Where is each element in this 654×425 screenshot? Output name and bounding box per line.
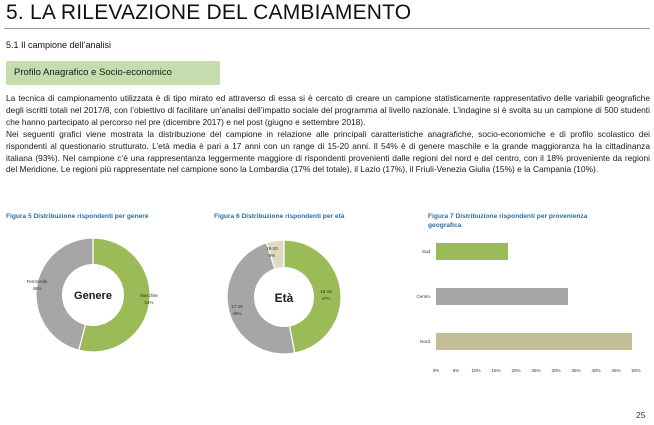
x-tick-label: 45% [611,368,620,373]
x-tick-label: 15% [491,368,500,373]
slice-value-17-18: 48% [232,311,241,316]
x-tick-label: 35% [571,368,580,373]
bar-category-label: Nord [420,339,430,344]
age-donut-chart: Età 19-20 5% 15-16 47% 17-18 48% [226,239,342,355]
bar-category-label: Centro [416,294,430,299]
bar-centro [436,288,568,305]
x-tick-label: 5% [453,368,460,373]
slice-value-femminile: 46% [32,286,41,291]
x-tick-label: 30% [551,368,560,373]
slice-value-maschile: 54% [144,300,153,305]
page-number: 25 [636,410,646,420]
figure-6-caption: Figura 6 Distribuzione rispondenti per e… [214,213,345,220]
section-banner-label: Profilo Anagrafico e Socio-economico [14,67,172,78]
gender-donut-chart: Genere Femminile 46% Maschile 54% [27,237,158,353]
page-title: 5. LA RILEVAZIONE DEL CAMBIAMENTO [6,1,412,24]
slice-value-19-20: 5% [269,253,276,258]
x-tick-label: 20% [511,368,520,373]
bar-category-label: Sud [422,249,431,254]
bar-nord [436,333,632,350]
region-bar-chart: Sud Centro Nord 0% 5% 10% 15% 20% 25% 30% 35% 40% 4… [416,243,641,373]
figure-7-caption: Figura 7 Distribuzione rispondenti per p… [428,212,587,230]
x-tick-label: 10% [471,368,480,373]
donut-center-label: Genere [74,290,112,302]
donut-center-label: Età [275,291,294,305]
x-tick-label: 50% [631,368,640,373]
body-text: La tecnica di campionamento utilizzata è… [6,93,650,176]
slice-label-maschile: Maschile [140,293,158,298]
slice-label-19-20: 19-20 [266,246,278,251]
x-tick-label: 25% [531,368,540,373]
paragraph: La tecnica di campionamento utilizzata è… [6,93,650,127]
paragraph: Nei seguenti grafici viene mostrata la d… [6,128,650,175]
subsection-heading: 5.1 Il campione dell’analisi [6,40,112,50]
figure-7-caption-line1: Figura 7 Distribuzione rispondenti per p… [428,213,588,220]
donut-hole [62,264,124,326]
donut-hole [254,267,314,327]
bar-sud [436,243,508,260]
figure-5-caption: Figura 5 Distribuzione rispondenti per g… [6,213,149,220]
section-banner: Profilo Anagrafico e Socio-economico [6,61,220,85]
slice-label-15-16: 15-16 [320,289,332,294]
figure-7-caption-line2: geografica [428,222,462,229]
slice-label-femminile: Femminile [27,279,48,284]
slice-value-15-16: 47% [321,296,330,301]
slice-label-17-18: 17-18 [231,304,243,309]
title-divider [4,28,650,29]
x-tick-label: 0% [433,368,440,373]
x-tick-label: 40% [591,368,600,373]
